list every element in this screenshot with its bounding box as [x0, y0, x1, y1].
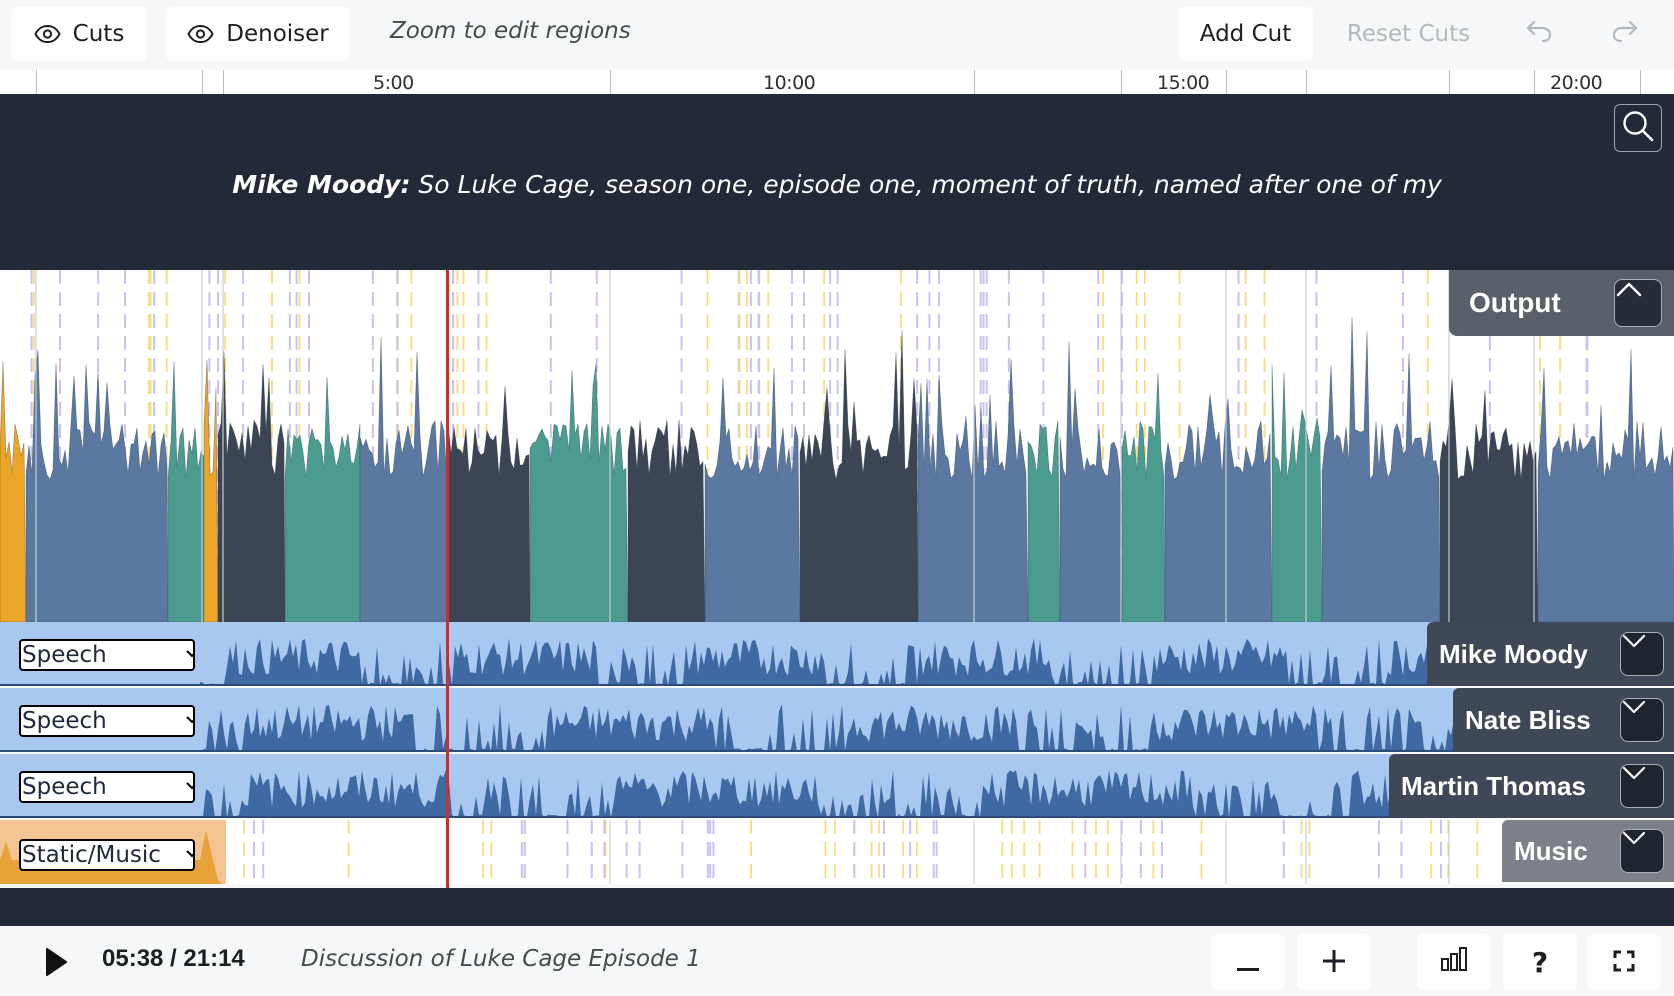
add-cut-button[interactable]: Add Cut [1178, 7, 1313, 61]
search-icon [1621, 109, 1655, 147]
track-waveform [0, 688, 1674, 752]
ruler-label: 15:00 [1157, 72, 1210, 94]
fullscreen-button[interactable] [1587, 934, 1661, 990]
output-label: Output [1469, 287, 1561, 318]
track-type-value: Speech [22, 774, 107, 800]
expand-track-button[interactable] [1620, 698, 1664, 742]
track-header: Mike Moody [1427, 622, 1674, 686]
denoiser-label: Denoiser [226, 21, 329, 47]
zoom-out-button[interactable] [1211, 934, 1285, 990]
track-type-value: Static/Music [22, 842, 161, 868]
bar-chart-icon [1440, 946, 1468, 979]
speaker-track-mike-moody[interactable]: Speech Mike Moody [0, 622, 1674, 686]
track-name: Music [1514, 835, 1588, 866]
track-type-select[interactable]: Speech [19, 639, 195, 671]
transcript-speaker: Mike Moody: [232, 170, 411, 199]
track-type-value: Speech [22, 708, 107, 734]
expand-track-button[interactable] [1620, 764, 1664, 808]
timeline-footer-bar [0, 888, 1674, 926]
redo-button[interactable] [1588, 7, 1662, 61]
output-waveform-graphic [0, 270, 1674, 622]
ruler-label: 10:00 [763, 72, 816, 94]
expand-track-button[interactable] [1620, 632, 1664, 676]
track-header: Nate Bliss [1453, 688, 1674, 752]
episode-title: Discussion of Luke Cage Episode 1 [301, 946, 701, 972]
speaker-track-nate-bliss[interactable]: Speech Nate Bliss [0, 688, 1674, 752]
transcript-text: So Luke Cage, season one, episode one, m… [410, 170, 1442, 199]
track-name: Martin Thomas [1401, 770, 1586, 801]
help-label: ? [1531, 945, 1549, 979]
playhead[interactable] [446, 270, 449, 888]
toolbar: Cuts Denoiser Zoom to edit regions Add C… [0, 0, 1674, 70]
timeline-ruler[interactable]: 5:00 10:00 15:00 20:00 [0, 70, 1674, 95]
ruler-label: 20:00 [1550, 72, 1603, 94]
help-button[interactable]: ? [1503, 934, 1577, 990]
plus-icon [1323, 946, 1345, 979]
transcript-caption: Mike Moody: So Luke Cage, season one, ep… [0, 170, 1674, 199]
speaker-track-martin-thomas[interactable]: Speech Martin Thomas [0, 754, 1674, 818]
track-waveform [0, 622, 1674, 686]
redo-icon [1611, 19, 1639, 49]
playback-time: 05:38 / 21:14 [102, 945, 245, 972]
minus-icon [1237, 946, 1259, 979]
output-track-header: Output [1449, 270, 1674, 336]
track-name: Nate Bliss [1465, 704, 1591, 735]
music-track[interactable]: Static/Music Music [0, 820, 1674, 884]
reset-cuts-button[interactable]: Reset Cuts [1330, 7, 1487, 61]
ruler-label: 5:00 [373, 72, 414, 94]
track-header: Music [1502, 820, 1674, 882]
collapse-output-button[interactable] [1614, 279, 1662, 327]
fullscreen-icon [1613, 946, 1635, 979]
cuts-label: Cuts [72, 21, 125, 47]
transcript-panel: Mike Moody: So Luke Cage, season one, ep… [0, 94, 1674, 270]
track-header: Martin Thomas [1389, 754, 1674, 818]
track-type-select[interactable]: Static/Music [19, 839, 195, 871]
eye-icon [34, 25, 61, 43]
eye-icon [187, 25, 214, 43]
track-type-select[interactable]: Speech [19, 771, 195, 803]
track-type-value: Speech [22, 642, 107, 668]
play-icon [40, 948, 70, 982]
zoom-in-button[interactable] [1297, 934, 1371, 990]
output-waveform[interactable]: Output [0, 270, 1674, 622]
denoiser-toggle-button[interactable]: Denoiser [166, 7, 350, 61]
expand-track-button[interactable] [1620, 829, 1664, 873]
stats-button[interactable] [1417, 934, 1491, 990]
track-type-select[interactable]: Speech [19, 705, 195, 737]
undo-button[interactable] [1502, 7, 1576, 61]
track-waveform [0, 820, 1674, 884]
cuts-toggle-button[interactable]: Cuts [11, 7, 147, 61]
play-button[interactable] [40, 946, 70, 978]
zoom-hint: Zoom to edit regions [390, 18, 631, 44]
transport-bar: 05:38 / 21:14 Discussion of Luke Cage Ep… [0, 926, 1674, 996]
search-button[interactable] [1614, 104, 1662, 152]
undo-icon [1525, 19, 1553, 49]
track-name: Mike Moody [1439, 638, 1588, 669]
